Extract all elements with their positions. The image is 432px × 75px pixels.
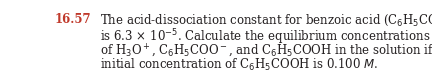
Text: 16.57: 16.57 xyxy=(55,13,92,26)
Text: is 6.3 × 10$^{-5}$. Calculate the equilibrium concentrations: is 6.3 × 10$^{-5}$. Calculate the equili… xyxy=(100,28,431,47)
Text: of H$_3$O$^+$, C$_6$H$_5$COO$^-$, and C$_6$H$_5$COOH in the solution if the: of H$_3$O$^+$, C$_6$H$_5$COO$^-$, and C$… xyxy=(100,43,432,59)
Text: The acid-dissociation constant for benzoic acid (C$_6$H$_5$COOH): The acid-dissociation constant for benzo… xyxy=(100,13,432,28)
Text: initial concentration of C$_6$H$_5$COOH is 0.100 $M$.: initial concentration of C$_6$H$_5$COOH … xyxy=(100,57,378,73)
